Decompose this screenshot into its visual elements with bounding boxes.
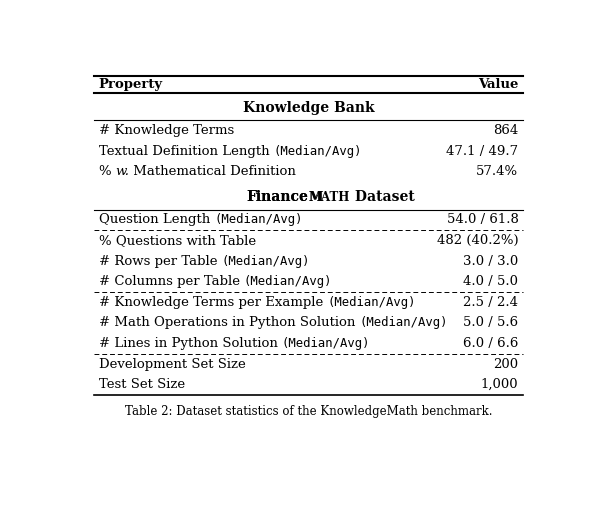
Text: MATH: MATH xyxy=(309,191,350,204)
Text: 2.5 / 2.4: 2.5 / 2.4 xyxy=(464,296,518,309)
Text: # Rows per Table: # Rows per Table xyxy=(99,254,222,268)
Text: 200: 200 xyxy=(494,358,518,371)
Text: Property: Property xyxy=(99,78,163,90)
Text: 6.0 / 6.6: 6.0 / 6.6 xyxy=(463,337,518,350)
Text: # Lines in Python Solution: # Lines in Python Solution xyxy=(99,337,282,350)
Text: %: % xyxy=(99,165,116,178)
Text: Mathematical Definition: Mathematical Definition xyxy=(129,165,296,178)
Text: Finance: Finance xyxy=(247,190,309,204)
Text: 864: 864 xyxy=(493,124,518,137)
Text: # Knowledge Terms: # Knowledge Terms xyxy=(99,124,234,137)
Text: (Median/Avg): (Median/Avg) xyxy=(244,275,332,288)
Text: 4.0 / 5.0: 4.0 / 5.0 xyxy=(464,275,518,288)
Text: 54.0 / 61.8: 54.0 / 61.8 xyxy=(447,213,518,227)
Text: Test Set Size: Test Set Size xyxy=(99,378,185,391)
Text: 1,000: 1,000 xyxy=(481,378,518,391)
Text: Textual Definition Length: Textual Definition Length xyxy=(99,144,273,158)
Text: (Median/Avg): (Median/Avg) xyxy=(222,254,310,268)
Text: Table 2: Dataset statistics of the KnowledgeMath benchmark.: Table 2: Dataset statistics of the Knowl… xyxy=(125,405,492,418)
Text: 482 (40.2%): 482 (40.2%) xyxy=(437,234,518,247)
Text: (Median/Avg): (Median/Avg) xyxy=(273,144,362,158)
Text: # Math Operations in Python Solution: # Math Operations in Python Solution xyxy=(99,317,359,329)
Text: Finance: Finance xyxy=(247,190,309,204)
Text: (Median/Avg): (Median/Avg) xyxy=(327,296,415,309)
Text: (Median/Avg): (Median/Avg) xyxy=(282,337,370,350)
Text: Dataset: Dataset xyxy=(350,190,415,204)
Text: % Questions with Table: % Questions with Table xyxy=(99,234,256,247)
Text: 47.1 / 49.7: 47.1 / 49.7 xyxy=(446,144,518,158)
Text: Knowledge Bank: Knowledge Bank xyxy=(243,101,374,115)
Text: M: M xyxy=(309,191,323,204)
Text: 5.0 / 5.6: 5.0 / 5.6 xyxy=(464,317,518,329)
Text: Value: Value xyxy=(478,78,518,90)
Text: 57.4%: 57.4% xyxy=(476,165,518,178)
Text: 3.0 / 3.0: 3.0 / 3.0 xyxy=(463,254,518,268)
Text: Question Length: Question Length xyxy=(99,213,214,227)
Text: # Columns per Table: # Columns per Table xyxy=(99,275,244,288)
Text: (Median/Avg): (Median/Avg) xyxy=(214,213,303,227)
Text: # Knowledge Terms per Example: # Knowledge Terms per Example xyxy=(99,296,327,309)
Text: w.: w. xyxy=(116,165,129,178)
Text: Development Set Size: Development Set Size xyxy=(99,358,246,371)
Text: (Median/Avg): (Median/Avg) xyxy=(359,317,448,329)
